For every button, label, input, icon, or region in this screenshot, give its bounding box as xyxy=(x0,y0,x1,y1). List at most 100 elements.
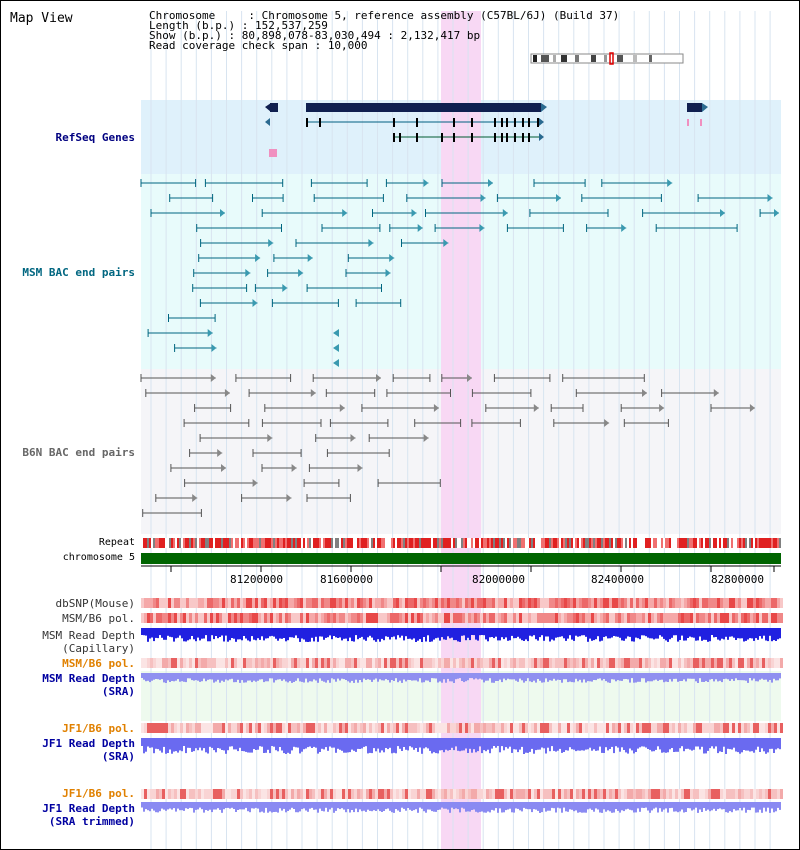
chromosome-ideogram[interactable] xyxy=(530,52,684,65)
repeat-cell xyxy=(639,538,641,548)
depth-bar xyxy=(551,628,553,640)
depth-bar xyxy=(299,738,301,754)
heat-cell xyxy=(513,658,516,668)
depth-bar xyxy=(447,628,449,637)
heat-cell xyxy=(351,789,354,799)
repeat-cell xyxy=(363,538,365,548)
depth-bar xyxy=(293,673,295,682)
msm-bac-label[interactable]: MSM BAC end pairs xyxy=(22,266,135,279)
depth-bar xyxy=(773,673,775,679)
depth-bar xyxy=(263,802,265,813)
bac-end-arrow xyxy=(333,329,339,337)
depth-bar xyxy=(759,802,761,810)
repeat-cell xyxy=(421,538,423,548)
repeat-cell xyxy=(291,538,293,548)
heat-cell xyxy=(582,613,585,623)
position-axis xyxy=(141,565,781,572)
heat-cell xyxy=(450,723,453,733)
depth-bar xyxy=(629,738,631,749)
depth-bar xyxy=(561,628,563,637)
depth-bar xyxy=(669,738,671,750)
depth-bar xyxy=(551,802,553,808)
depth-bar xyxy=(635,673,637,683)
heat-cell xyxy=(549,789,552,799)
heat-cell xyxy=(732,658,735,668)
heat-cell xyxy=(534,598,537,608)
depth-bar xyxy=(529,738,531,752)
heat-cell xyxy=(519,598,522,608)
depth-bar xyxy=(577,673,579,682)
heat-cell xyxy=(291,613,294,623)
depth-bar xyxy=(393,628,395,637)
depth-bar xyxy=(305,628,307,642)
heat-cell xyxy=(171,598,174,608)
heat-cell xyxy=(612,658,615,668)
heat-cell xyxy=(696,613,699,623)
depth-bar xyxy=(519,628,521,639)
bac-end-arrow xyxy=(389,254,395,262)
exon-mark xyxy=(506,118,508,127)
depth-bar xyxy=(169,802,171,809)
heat-cell xyxy=(744,789,747,799)
refseq-genes-track[interactable] xyxy=(265,103,708,157)
heat-cell xyxy=(234,723,237,733)
heat-cell xyxy=(672,598,675,608)
heat-cell xyxy=(780,658,783,668)
depth-bar xyxy=(545,802,547,812)
depth-bar xyxy=(521,628,523,641)
heat-cell xyxy=(384,723,387,733)
depth-bar xyxy=(713,673,715,682)
b6n-bac-track[interactable] xyxy=(140,374,755,517)
depth-bar xyxy=(723,738,725,747)
heat-cell xyxy=(663,613,666,623)
depth-bar xyxy=(737,673,739,681)
ideogram-band xyxy=(617,55,623,62)
heat-cell xyxy=(246,789,249,799)
heat-cell xyxy=(396,598,399,608)
heat-cell xyxy=(312,723,315,733)
heat-cell xyxy=(654,598,657,608)
depth-bar xyxy=(451,802,453,808)
depth-bar xyxy=(295,673,297,681)
depth-bar xyxy=(567,802,569,812)
repeat-cell xyxy=(187,538,189,548)
refseq-genes-label[interactable]: RefSeq Genes xyxy=(55,131,135,144)
heat-cell xyxy=(165,723,168,733)
depth-bar xyxy=(255,673,257,682)
heat-cell xyxy=(753,789,756,799)
depth-bar xyxy=(369,802,371,811)
exon-mark xyxy=(453,133,455,142)
msm-b6-pol-label: MSM/B6 pol. xyxy=(62,612,135,625)
heat-cell xyxy=(660,598,663,608)
depth-bar xyxy=(253,738,255,749)
msm-bac-track[interactable] xyxy=(140,179,779,367)
exon-mark xyxy=(494,133,496,142)
heat-cell xyxy=(507,658,510,668)
repeat-track[interactable] xyxy=(141,538,781,548)
highlight-region[interactable] xyxy=(441,11,481,849)
heat-cell xyxy=(585,789,588,799)
b6n-bac-label[interactable]: B6N BAC end pairs xyxy=(22,446,135,459)
depth-bar xyxy=(667,738,669,753)
depth-bar xyxy=(475,802,477,812)
chromosome-bar[interactable] xyxy=(141,553,781,564)
repeat-cell xyxy=(407,538,409,548)
exon-mark xyxy=(528,133,530,142)
depth-bar xyxy=(219,628,221,637)
heat-cell xyxy=(360,789,363,799)
depth-bar xyxy=(543,738,545,749)
repeat-cell xyxy=(761,538,763,548)
axis-tick-label: 82400000 xyxy=(591,573,644,586)
depth-bar xyxy=(777,628,779,640)
heat-cell xyxy=(588,658,591,668)
heat-cell xyxy=(762,789,765,799)
heat-cell xyxy=(573,789,576,799)
heat-cell xyxy=(735,598,738,608)
heat-cell xyxy=(579,789,582,799)
heatmap-tracks[interactable] xyxy=(141,598,783,813)
depth-bar xyxy=(733,628,735,638)
depth-bar xyxy=(221,802,223,813)
heat-cell xyxy=(264,723,267,733)
depth-bar xyxy=(347,738,349,753)
